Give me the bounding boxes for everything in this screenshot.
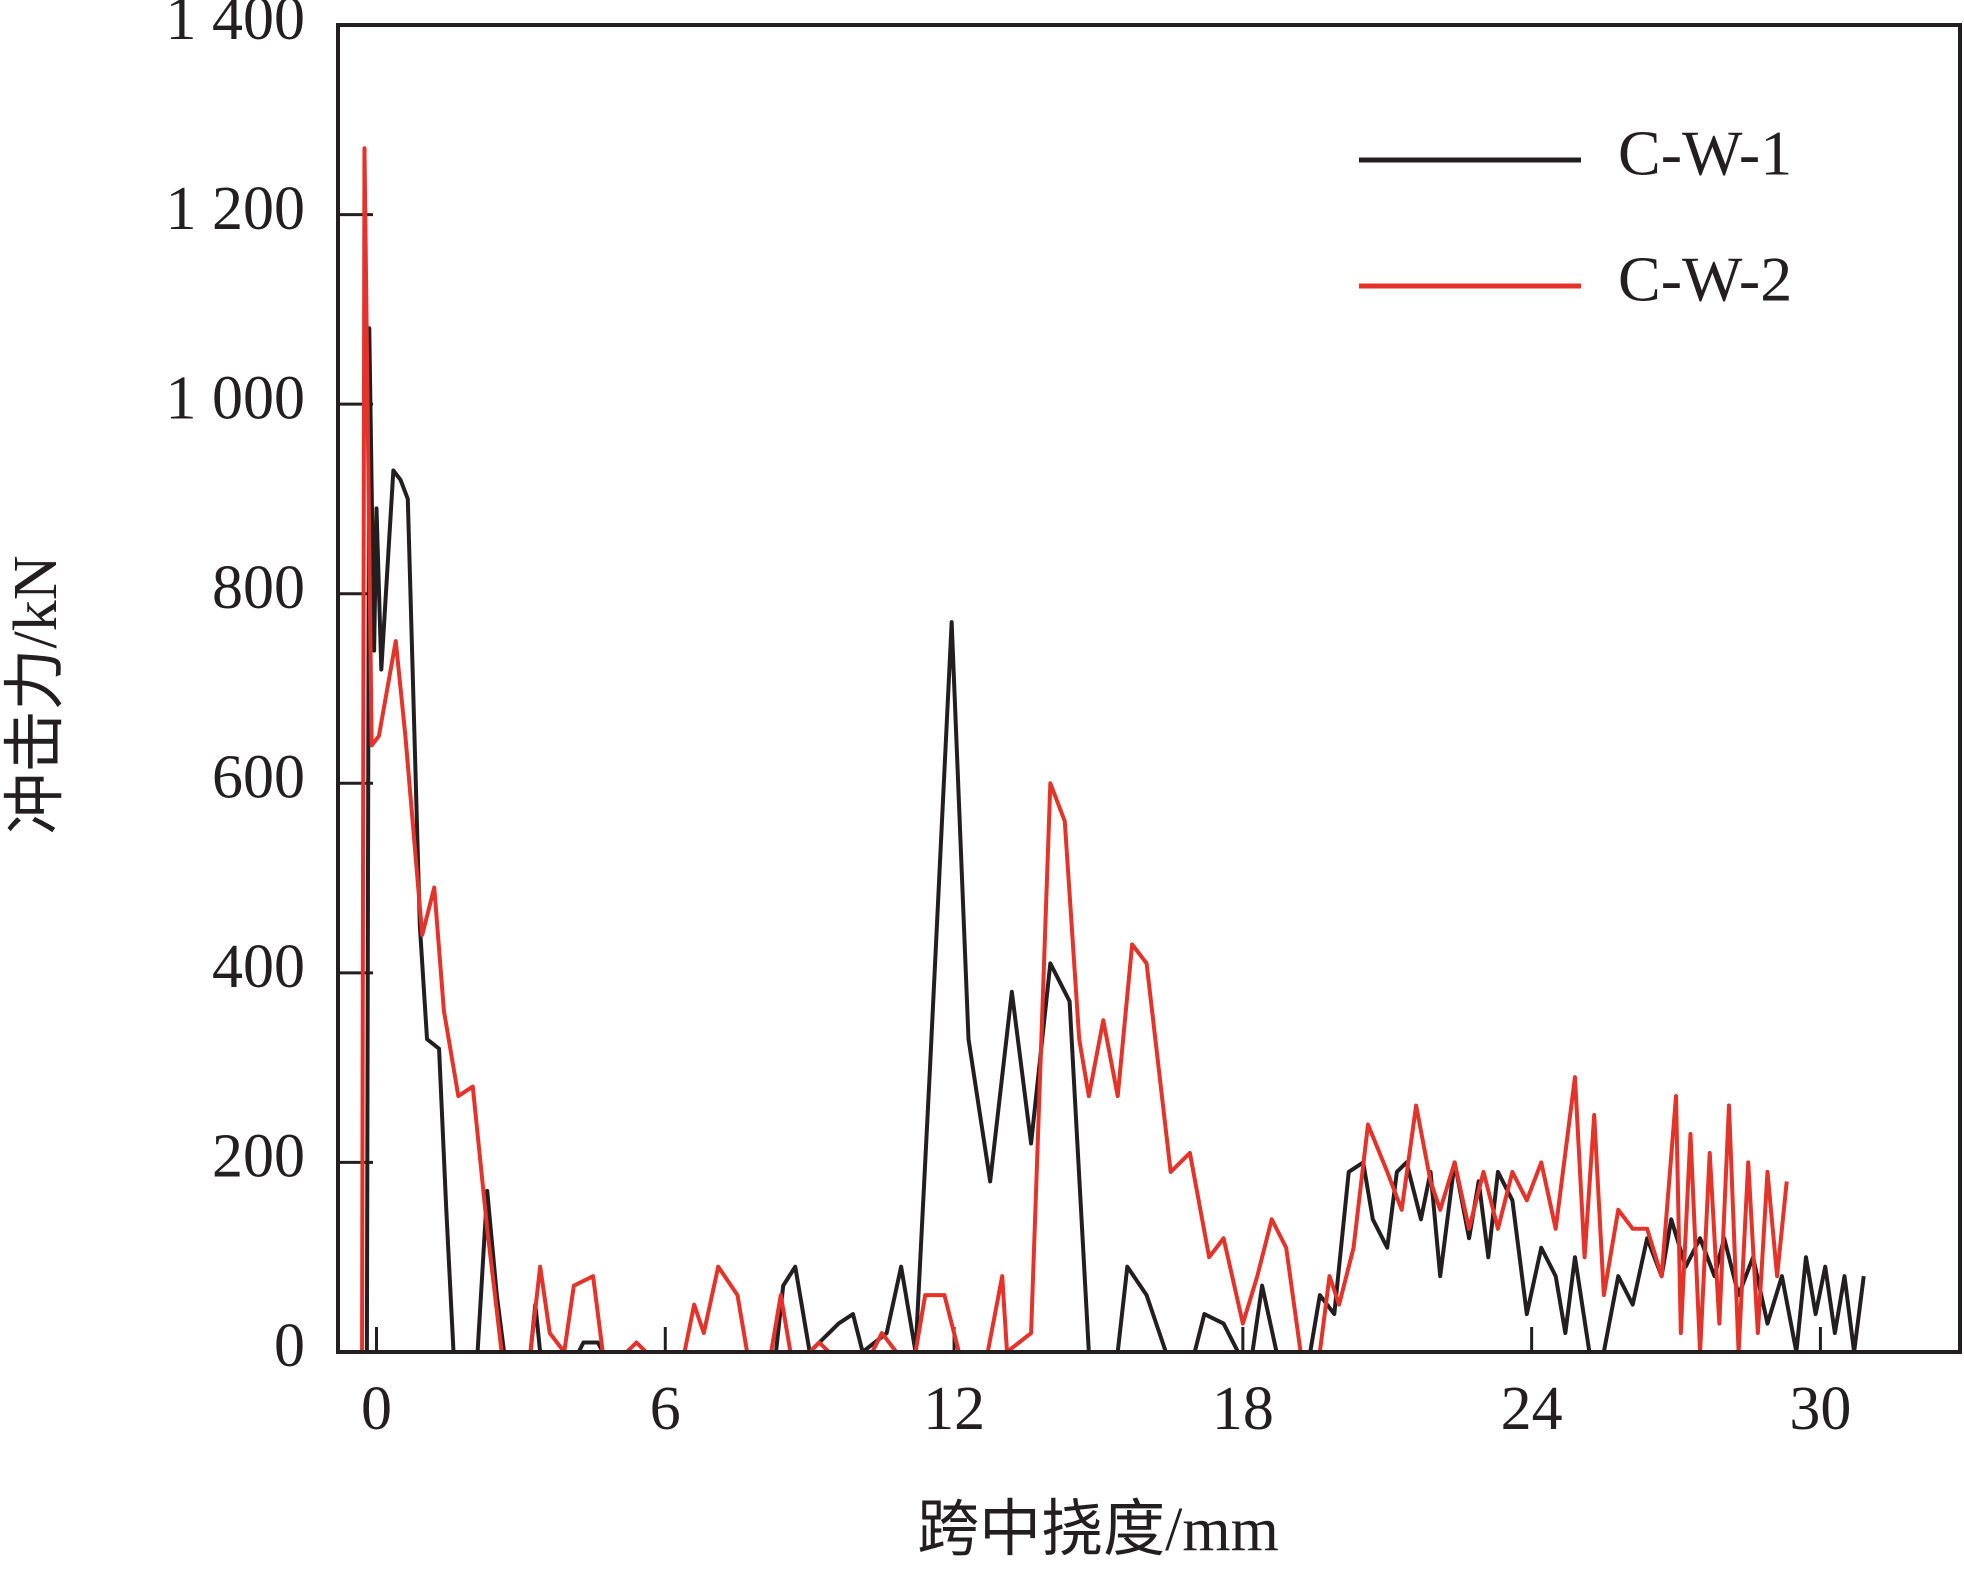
y-axis-title: 冲击力/kN: [2, 555, 70, 834]
legend-label: C-W-2: [1618, 244, 1792, 315]
data-line: [360, 146, 1789, 1354]
x-tick-label: 24: [1501, 1375, 1563, 1443]
y-tick-label: 1 200: [166, 175, 306, 243]
x-tick-label: 18: [1212, 1375, 1274, 1443]
y-tick-label: 1 000: [166, 364, 306, 432]
y-tick-label: 1 400: [166, 0, 306, 53]
plot-frame: [336, 23, 1962, 1354]
x-tick-label: 12: [923, 1375, 985, 1443]
y-tick-label: 600: [212, 744, 305, 812]
data-line: [364, 326, 1866, 1354]
x-tick-label: 0: [361, 1375, 392, 1443]
x-axis-title: 跨中挠度/mm: [917, 1496, 1279, 1564]
y-tick-label: 0: [274, 1312, 305, 1380]
y-tick-label: 400: [212, 933, 305, 1001]
legend-label: C-W-1: [1618, 118, 1792, 189]
y-tick-label: 800: [212, 554, 305, 622]
x-tick-label: 6: [650, 1375, 681, 1443]
y-tick-label: 200: [212, 1123, 305, 1191]
x-tick-label: 30: [1789, 1375, 1851, 1443]
